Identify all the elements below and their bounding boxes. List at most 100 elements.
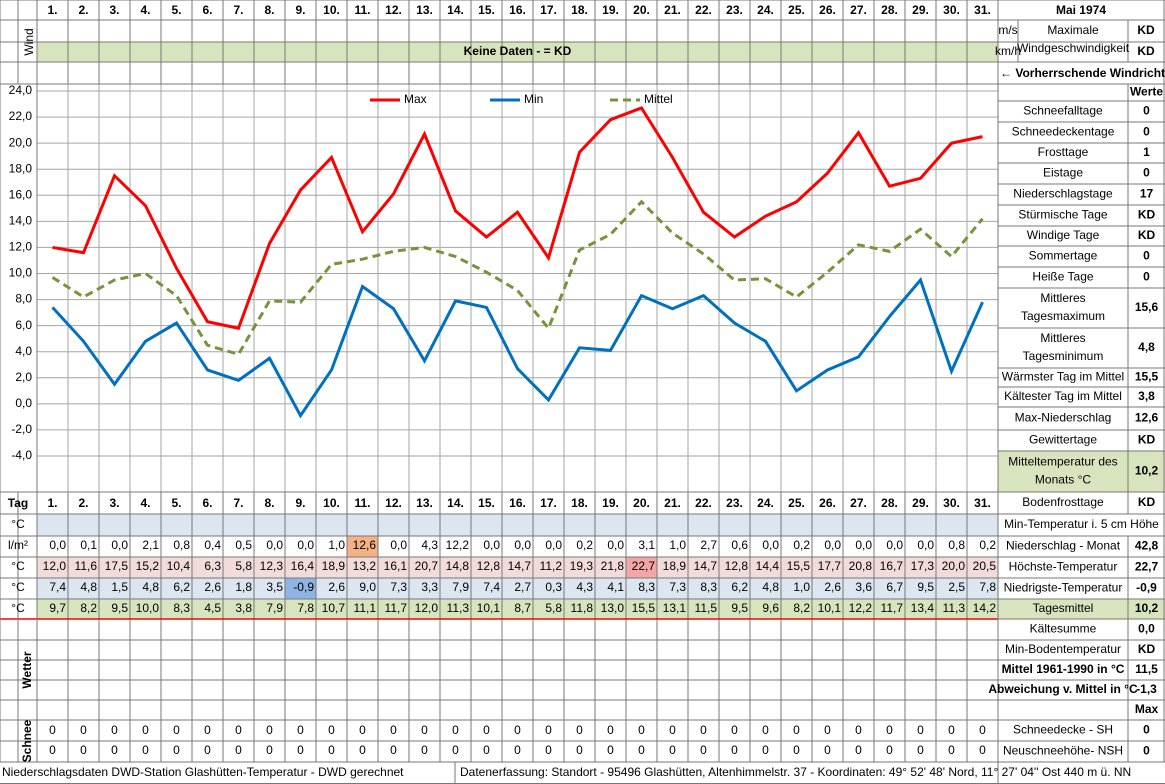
cell-value: 2,1 (142, 538, 159, 552)
cell-value: 11,8 (571, 601, 594, 615)
day-header: 13. (416, 3, 433, 17)
cell-value: 6,2 (731, 580, 748, 594)
day-label: 8. (264, 496, 274, 510)
cell-value: 11,5 (695, 601, 718, 615)
cell-value: 0 (266, 723, 273, 737)
cell-value: 2,7 (700, 538, 717, 552)
stat-value: 1 (1143, 145, 1150, 159)
cell-value: 0,4 (204, 538, 221, 552)
cell-value: 21,8 (601, 559, 625, 573)
cell-value: 1,5 (111, 580, 128, 594)
no-data-band (37, 42, 998, 62)
stat-value: 17 (1140, 187, 1154, 201)
cell-value: 0 (173, 723, 180, 737)
cell-value: 0,8 (173, 538, 190, 552)
y-tick-label: 12,0 (9, 240, 33, 254)
cell-value: 0 (917, 743, 924, 757)
legend-label: Min (524, 92, 543, 106)
cell-value: 0 (669, 743, 676, 757)
day-label: 7. (233, 496, 243, 510)
day-header: 25. (788, 3, 805, 17)
cell-value: 12,0 (415, 601, 439, 615)
cell-value: 4,3 (576, 580, 593, 594)
cell-value: 0 (80, 743, 87, 757)
cell-value: 0,5 (235, 538, 252, 552)
cell-value: 7,8 (979, 580, 996, 594)
day-label: 16. (509, 496, 526, 510)
day-label: 20. (633, 496, 650, 510)
cell-value: 0 (979, 743, 986, 757)
cell-value: 0 (793, 743, 800, 757)
row-unit: °C (11, 559, 25, 573)
legend-label: Max (404, 92, 427, 106)
stat-label: Kältesumme (1030, 622, 1097, 636)
day-header: 23. (726, 3, 743, 17)
cell-value: 11,1 (354, 601, 377, 615)
stat-value: Werte (1130, 85, 1163, 99)
cell-value: 12,0 (43, 559, 67, 573)
cell-value: 0 (142, 723, 149, 737)
stat-label: Stürmische Tage (1018, 208, 1107, 222)
stat-value: 0 (1143, 104, 1150, 118)
stat-value: KD (1138, 228, 1156, 242)
stat-value: 10,2 (1135, 464, 1159, 478)
stat-label: Windige Tage (1027, 228, 1100, 242)
cell-value: 3,5 (266, 580, 283, 594)
stat-value: -1,3 (1136, 682, 1157, 696)
cell-value: 0 (762, 743, 769, 757)
cell-value: 0 (576, 743, 583, 757)
cell-value: 0 (390, 723, 397, 737)
cell-value: 0 (514, 743, 521, 757)
stat-value: KD (1138, 495, 1156, 509)
y-tick-label: 18,0 (9, 161, 33, 175)
cell-value: 13,2 (353, 559, 377, 573)
stat-value: 15,5 (1135, 370, 1159, 384)
cell-value: 7,9 (452, 580, 469, 594)
cell-value: 5,8 (235, 559, 252, 573)
day-label: 26. (819, 496, 836, 510)
day-label: 28. (881, 496, 898, 510)
max-wind-value: KD (1137, 44, 1155, 58)
cell-value: 4,3 (421, 538, 438, 552)
y-tick-label: 10,0 (9, 266, 33, 280)
day-label: 27. (850, 496, 867, 510)
cell-value: 0 (80, 723, 87, 737)
cell-value: 10,1 (477, 601, 501, 615)
y-tick-label: 4,0 (15, 344, 32, 358)
stat-label: Mitteltemperatur des (1008, 455, 1117, 469)
cell-value: 0,0 (297, 538, 314, 552)
cell-value: 12,6 (353, 538, 377, 552)
day-label: 17. (540, 496, 557, 510)
stat-value: 0 (1143, 125, 1150, 139)
day-label: 9. (295, 496, 305, 510)
stat-fill (998, 599, 1165, 619)
max-wind-label: Maximale (1047, 23, 1099, 37)
cell-value: 0 (390, 743, 397, 757)
cell-value: 12,8 (725, 559, 749, 573)
cell-value: 4,8 (762, 580, 779, 594)
cell-value: 0 (111, 723, 118, 737)
row-fill (37, 557, 998, 578)
stat-label: Sommertage (1029, 249, 1098, 263)
stat-value: KD (1138, 642, 1156, 656)
cell-value: 20,7 (415, 559, 439, 573)
cell-value: 0 (824, 723, 831, 737)
cell-value: 0,0 (111, 538, 128, 552)
y-tick-label: 0,0 (15, 396, 32, 410)
cell-value: 9,0 (359, 580, 376, 594)
day-header: 26. (819, 3, 836, 17)
y-tick-label: 24,0 (9, 83, 33, 97)
cell-value: 0 (793, 723, 800, 737)
cell-value: 0,0 (917, 538, 934, 552)
cell-value: 17,7 (818, 559, 842, 573)
cell-value: -0,9 (293, 580, 314, 594)
cell-value: 15,2 (136, 559, 160, 573)
cell-value: 0 (886, 723, 893, 737)
cell-value: 1,8 (235, 580, 252, 594)
row-fill (37, 514, 998, 536)
row-unit: °C (11, 580, 25, 594)
cell-value: 0 (483, 723, 490, 737)
cell-value: 4,8 (80, 580, 97, 594)
